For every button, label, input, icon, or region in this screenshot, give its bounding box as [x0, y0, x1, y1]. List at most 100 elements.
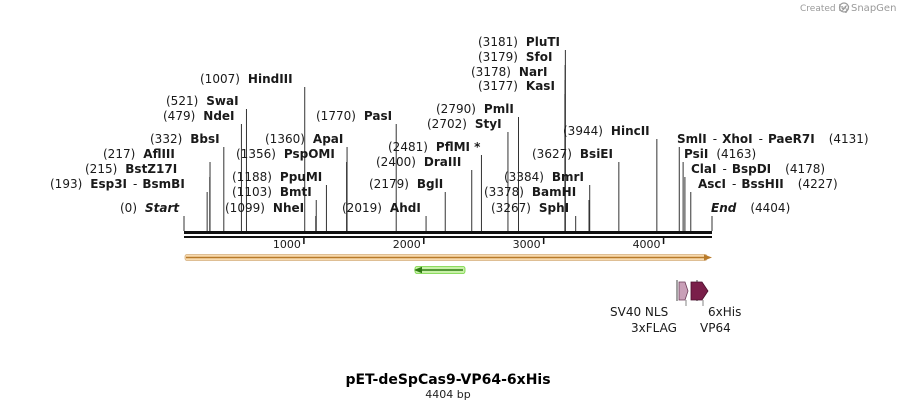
site-1-name2: BsmBI: [142, 177, 184, 191]
site-r1-name: PsiI: [684, 147, 708, 161]
site-12: (1360) ApaI: [265, 132, 343, 146]
site-13-name: PasI: [364, 109, 392, 123]
site-3: (217) AflIII: [103, 147, 175, 161]
site-1-sep: -: [133, 177, 137, 191]
site-12-name: ApaI: [313, 132, 343, 146]
site-6: (521) SwaI: [166, 94, 239, 108]
site-21: (3178) NarI: [471, 65, 547, 79]
site-25: (3378) BamHI: [484, 185, 576, 199]
site-17-pos: (2481): [388, 140, 428, 154]
site-r3-name: AscI: [698, 177, 726, 191]
site-28-name: HincII: [611, 124, 650, 138]
site-24-pos: (3267): [491, 201, 531, 215]
site-r3-name2: BssHII: [741, 177, 783, 191]
site-4-pos: (332): [150, 132, 182, 146]
credit-prefix: Created by: [800, 4, 850, 14]
feature-sv40-nls: SV40 NLS: [610, 305, 668, 319]
site-10-name: PpuMI: [280, 170, 322, 184]
site-19-pos: (2790): [436, 102, 476, 116]
site-r0: SmlI - XhoI - PaeR7I (4131): [677, 132, 869, 146]
site-0-name: Start: [145, 201, 180, 215]
site-r4-pos: (4404): [750, 201, 790, 215]
site-16: (2400) DraIII: [376, 155, 461, 169]
site-r4-name: End: [711, 201, 737, 215]
site-18-pos: (2702): [427, 117, 467, 131]
site-10-pos: (1188): [232, 170, 272, 184]
site-r0-name3: PaeR7I: [768, 132, 815, 146]
site-r2-name2: BspDI: [732, 162, 771, 176]
site-22: (3179) SfoI: [478, 50, 552, 64]
backbone-top-line: [184, 231, 712, 234]
site-14-name: AhdI: [390, 201, 421, 215]
site-r0-sep: -: [713, 132, 717, 146]
site-9: (1103) BmtI: [232, 185, 312, 199]
ruler-label-1: 2000: [393, 238, 421, 251]
site-10: (1188) PpuMI: [232, 170, 322, 184]
site-26-pos: (3384): [504, 170, 544, 184]
site-13: (1770) PasI: [316, 109, 392, 123]
backbone-arrow-icon: [704, 254, 712, 261]
site-26-name: BmrI: [552, 170, 584, 184]
site-7: (1007) HindIII: [200, 72, 293, 86]
green-feature: [414, 266, 466, 274]
site-18: (2702) StyI: [427, 117, 502, 131]
backbone-bottom-line: [184, 236, 712, 238]
site-8-pos: (1099): [225, 201, 265, 215]
site-22-pos: (3179): [478, 50, 518, 64]
site-4-name: BbsI: [190, 132, 219, 146]
green-arrow-icon: [414, 266, 422, 274]
site-r2-pos: (4178): [785, 162, 825, 176]
3xflag-feature-icon: [678, 281, 689, 301]
site-12-pos: (1360): [265, 132, 305, 146]
site-3-name: AflIII: [143, 147, 175, 161]
site-8-name: NheI: [273, 201, 304, 215]
site-25-name: BamHI: [532, 185, 576, 199]
site-r1-pos: (4163): [716, 147, 756, 161]
feature-vp64: VP64: [700, 321, 731, 335]
site-7-pos: (1007): [200, 72, 240, 86]
site-9-name: BmtI: [280, 185, 312, 199]
site-18-name: StyI: [475, 117, 502, 131]
site-r1: PsiI (4163): [684, 147, 756, 161]
site-20: (3177) KasI: [478, 79, 555, 93]
plasmid-title: pET-deSpCas9-VP64-6xHis: [345, 372, 550, 388]
end-features: [676, 280, 709, 306]
site-0-pos: (0): [120, 201, 137, 215]
site-24-name: SphI: [539, 201, 569, 215]
site-r2-name: ClaI: [691, 162, 716, 176]
site-28: (3944) HincII: [563, 124, 650, 138]
site-9-pos: (1103): [232, 185, 272, 199]
site-24: (3267) SphI: [491, 201, 569, 215]
site-13-pos: (1770): [316, 109, 356, 123]
site-23-name: PluTI: [526, 35, 560, 49]
site-r4: End (4404): [711, 201, 790, 215]
site-8: (1099) NheI: [225, 201, 304, 215]
site-14-pos: (2019): [342, 201, 382, 215]
site-r3: AscI - BssHII (4227): [698, 177, 838, 191]
ruler-label-3: 4000: [633, 238, 661, 251]
site-r3-pos: (4227): [798, 177, 838, 191]
site-6-name: SwaI: [206, 94, 238, 108]
site-23-pos: (3181): [478, 35, 518, 49]
snapgene-logo-icon: [838, 2, 850, 13]
site-14: (2019) AhdI: [342, 201, 421, 215]
site-2-name: BstZ17I: [125, 162, 177, 176]
credit-brand: SnapGene: [851, 3, 897, 14]
site-r3-sep: -: [732, 177, 736, 191]
site-20-name: KasI: [526, 79, 555, 93]
site-r2: ClaI - BspDI (4178): [691, 162, 825, 176]
site-27: (3627) BsiEI: [532, 147, 613, 161]
cut-site-lines: [183, 50, 713, 231]
site-11-name: PspOMI: [284, 147, 335, 161]
site-26: (3384) BmrI: [504, 170, 584, 184]
site-2-pos: (215): [85, 162, 117, 176]
feature-6xhis: 6xHis: [708, 305, 741, 319]
site-1-name: Esp3I: [90, 177, 127, 191]
ruler-label-0: 1000: [273, 238, 301, 251]
site-28-pos: (3944): [563, 124, 603, 138]
site-0: (0) Start: [120, 201, 180, 215]
site-17-name: PflMI *: [436, 140, 481, 154]
site-11-pos: (1356): [236, 147, 276, 161]
site-27-pos: (3627): [532, 147, 572, 161]
site-16-name: DraIII: [424, 155, 461, 169]
